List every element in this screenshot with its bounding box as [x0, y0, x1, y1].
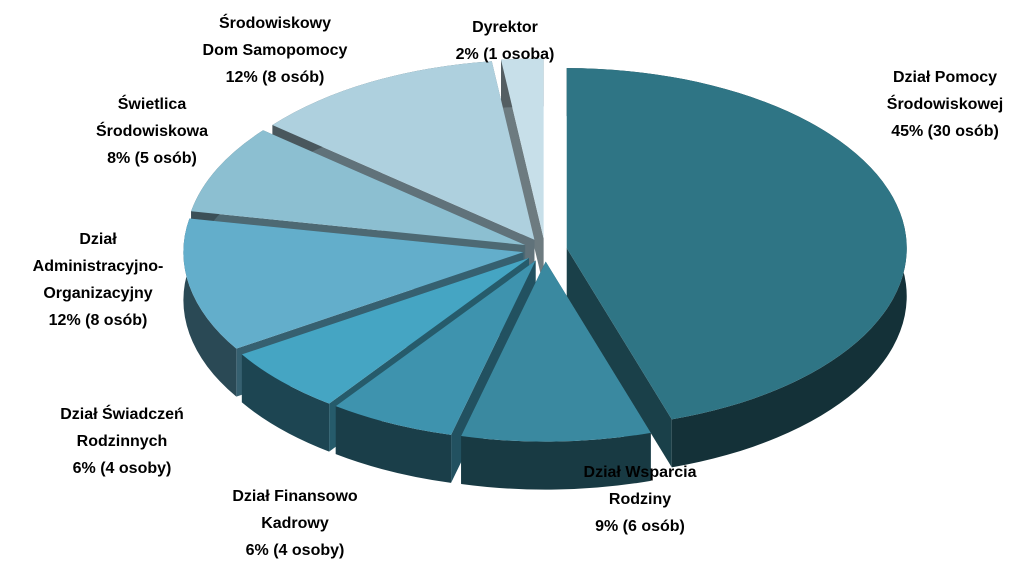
slice-label: Świetlica	[118, 94, 187, 113]
slice-label: Dział Pomocy	[893, 69, 997, 86]
slice-top	[183, 218, 524, 349]
slice-wall	[335, 406, 452, 483]
slice-label: Organizacyjny	[43, 285, 152, 302]
value-label: 6% (4 osoby)	[246, 542, 345, 559]
slice-label: Dział	[79, 231, 117, 248]
slice-side	[566, 248, 672, 468]
slice	[461, 261, 651, 490]
slice	[566, 68, 907, 468]
value-label: 45% (30 osób)	[891, 123, 999, 140]
value-label: 9% (6 osób)	[595, 518, 685, 535]
slice-label: Administracyjno-	[33, 258, 164, 275]
slice-wall	[183, 218, 237, 397]
slice-label: Dział Świadczeń	[60, 404, 184, 423]
slice-top	[191, 130, 526, 246]
value-label: 8% (5 osób)	[107, 150, 197, 167]
slice-side	[501, 59, 544, 287]
slice-wall	[461, 432, 651, 490]
slice-label: Rodziny	[609, 491, 671, 508]
slice-label: Rodzinnych	[77, 433, 168, 450]
value-label: 12% (8 osób)	[49, 312, 148, 329]
slice	[501, 58, 544, 287]
slice-top	[501, 58, 544, 239]
value-label: 2% (1 osoba)	[456, 46, 555, 63]
slice-label: Dom Samopomocy	[203, 42, 348, 59]
slice-label: Dział Finansowo	[232, 488, 358, 505]
value-label: 12% (8 osób)	[226, 69, 325, 86]
slice-wall	[241, 354, 330, 452]
value-label: 6% (4 osoby)	[73, 460, 172, 477]
slice-top	[335, 260, 536, 435]
slice-label: Kadrowy	[261, 515, 329, 532]
slice-label: Środowiskowy	[219, 13, 331, 32]
slice-label: Dział Wsparcia	[584, 464, 697, 481]
slice-label: Środowiskowa	[96, 121, 208, 140]
slice-top	[272, 61, 535, 240]
slice-top	[461, 261, 651, 442]
slice-label: Dyrektor	[472, 19, 538, 36]
slice-top	[566, 68, 907, 420]
slice-top	[241, 257, 529, 404]
slice-label: Środowiskowej	[887, 94, 1003, 113]
